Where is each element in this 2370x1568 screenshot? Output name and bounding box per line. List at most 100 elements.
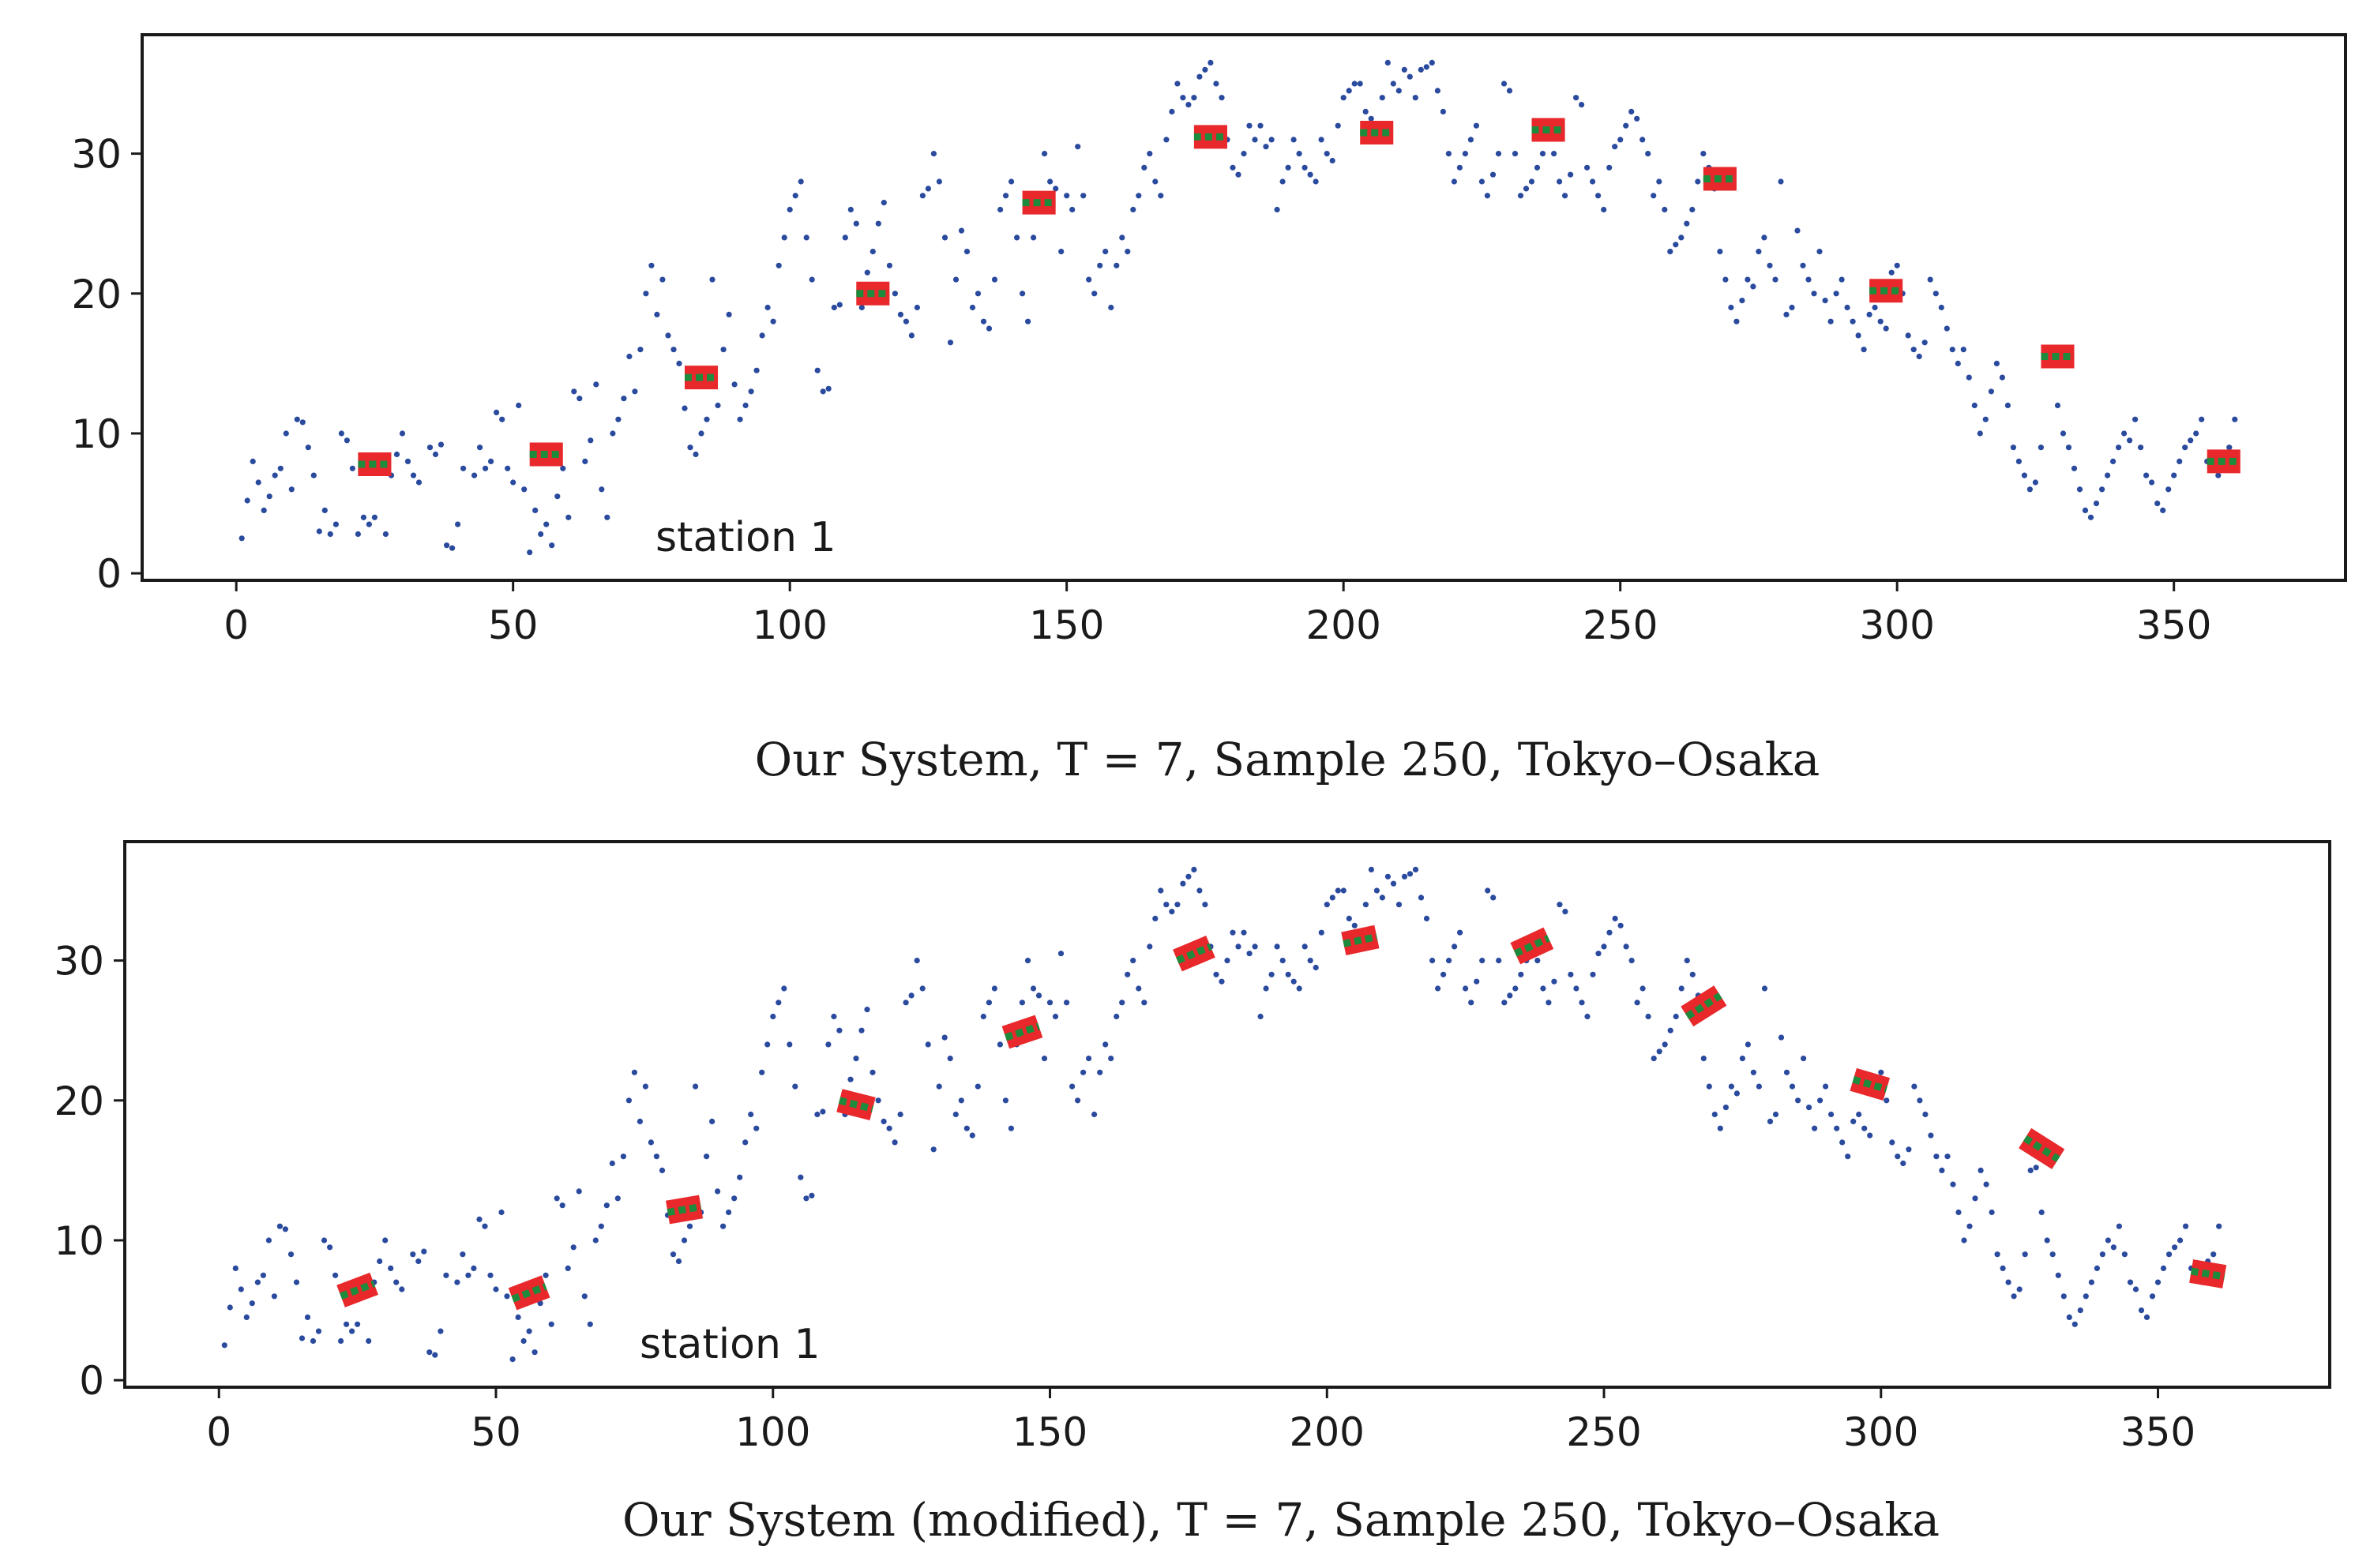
top-observed-point (321, 507, 328, 514)
bottom-observed-point (1595, 951, 1602, 957)
bottom-observed-point (1684, 958, 1690, 964)
top-observed-point (947, 339, 954, 346)
bottom-observed-point (265, 1237, 272, 1244)
top-observed-point (1274, 206, 1280, 213)
top-observed-point (2004, 402, 2011, 409)
bottom-observed-point (980, 1013, 986, 1020)
bottom-observed-point (1152, 915, 1159, 921)
top-observed-point (1296, 151, 1302, 157)
top-observed-point (1921, 339, 1928, 346)
top-observed-point (1584, 164, 1591, 171)
bottom-observed-point (2138, 1307, 2145, 1314)
bottom-observed-point (1922, 1111, 1929, 1118)
top-observed-point (748, 388, 754, 395)
bottom-observed-point (1806, 1105, 1812, 1111)
bottom-observed-point (1612, 915, 1618, 921)
bottom-observed-point (254, 1279, 261, 1285)
top-observed-point (1971, 402, 1978, 409)
bottom-observed-point (903, 1000, 909, 1006)
top-observed-point (798, 178, 804, 185)
top-observed-point (538, 531, 544, 538)
bottom-observed-point (537, 1300, 543, 1307)
bottom-observed-point (559, 1202, 565, 1209)
bottom-observed-point (686, 1223, 693, 1229)
top-observed-point (510, 479, 516, 486)
top-observed-point (997, 206, 1004, 213)
bottom-observed-point (1795, 1097, 1801, 1104)
bottom-observed-point (1418, 895, 1425, 901)
bottom-observed-point (592, 1237, 599, 1244)
top-observed-point (737, 416, 743, 422)
top-observed-point (2082, 507, 2089, 514)
bottom-estimate-mean (1685, 992, 1722, 1020)
top-observed-point (1662, 206, 1668, 213)
top-observed-point (892, 291, 898, 297)
top-observed-point (2171, 472, 2177, 478)
bottom-observed-point (1579, 1000, 1585, 1006)
bottom-observed-point (1080, 1069, 1087, 1075)
bottom-observed-point (410, 1251, 416, 1258)
top-observed-point (1384, 59, 1391, 66)
bottom-observed-point (1745, 1041, 1751, 1048)
top-observed-point (1623, 122, 1629, 129)
bottom-observed-point (1961, 1237, 1967, 1244)
bottom-observed-point (1867, 1132, 1873, 1138)
top-observed-point (1147, 151, 1153, 157)
bottom-observed-point (1318, 929, 1324, 936)
top-observed-point (599, 486, 605, 493)
top-observed-point (1246, 122, 1253, 129)
bottom-observed-point (2149, 1293, 2156, 1300)
bottom-observed-point (332, 1272, 339, 1278)
top-observed-point (1617, 137, 1624, 143)
top-observed-point (1717, 249, 1723, 255)
top-observed-point (1434, 88, 1440, 94)
top-observed-point (2138, 445, 2144, 451)
top-observed-point (355, 531, 361, 538)
bottom-observed-point (321, 1237, 328, 1244)
bottom-observed-point (742, 1139, 749, 1146)
bottom-observed-point (1783, 1069, 1790, 1075)
bottom-observed-point (1285, 971, 1291, 977)
top-observed-point (1745, 276, 1751, 283)
bottom-observed-point (936, 1083, 942, 1090)
bottom-observed-point (1136, 985, 1142, 992)
bottom-observed-point (1362, 902, 1369, 908)
bottom-observed-point (1772, 1111, 1779, 1118)
bottom-observed-point (1845, 1153, 1851, 1160)
bottom-observed-point (1546, 1000, 1552, 1006)
top-observed-point (1418, 66, 1424, 73)
top-observed-point (2193, 430, 2199, 437)
top-observed-point (2065, 445, 2072, 451)
bottom-observed-point (1052, 1013, 1059, 1020)
top-x-tick-label: 150 (1029, 602, 1104, 648)
bottom-estimate-mean (1176, 943, 1212, 964)
bottom-observed-point (1263, 985, 1269, 992)
bottom-observed-point (836, 1027, 843, 1033)
bottom-observed-point (2127, 1279, 2134, 1285)
bottom-observed-point (2049, 1251, 2056, 1258)
bottom-observed-point (798, 1174, 804, 1180)
bottom-observed-point (731, 1195, 738, 1202)
top-observed-point (327, 531, 333, 538)
bottom-x-tick-label: 250 (1566, 1409, 1641, 1455)
bottom-observed-point (1384, 873, 1391, 880)
bottom-observed-point (1639, 985, 1646, 992)
top-observed-point (742, 402, 749, 409)
top-observed-point (1955, 360, 1961, 366)
bottom-observed-point (609, 1160, 615, 1167)
top-observed-point (332, 521, 339, 527)
bottom-observed-point (227, 1304, 233, 1311)
bottom-observed-point (1086, 1056, 1092, 1062)
top-observed-point (604, 514, 610, 520)
bottom-observed-point (2099, 1251, 2105, 1258)
bottom-observed-point (1024, 958, 1031, 964)
bottom-observed-point (1983, 1181, 1989, 1187)
bottom-observed-point (260, 1272, 266, 1278)
top-observed-point (1728, 304, 1734, 311)
bottom-observed-point (443, 1272, 449, 1278)
top-observed-point (1894, 262, 1900, 268)
top-observed-point (571, 388, 577, 395)
bottom-observed-point (1966, 1223, 1973, 1229)
bottom-observed-point (493, 1286, 499, 1292)
bottom-observed-point (1518, 971, 1524, 977)
